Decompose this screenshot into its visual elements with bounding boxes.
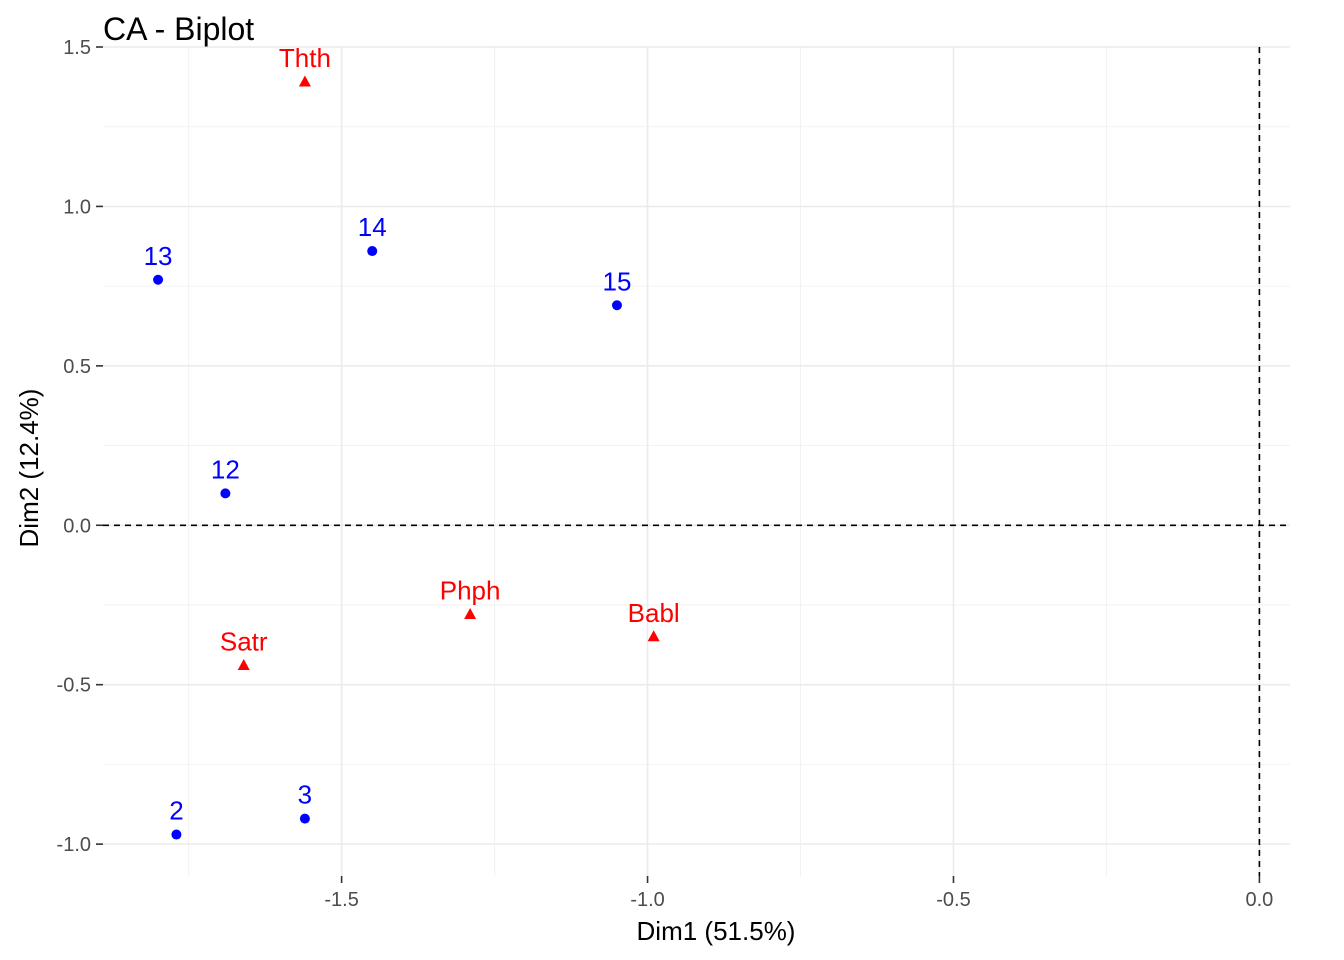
point-Satr [237, 658, 250, 670]
point-label-Satr: Satr [220, 627, 268, 657]
point-label-14: 14 [358, 212, 387, 242]
reference-lines [103, 47, 1290, 876]
axis-ticks: -1.5 -1.0 -0.5 0.0 -1.0 -0.5 0.0 0.5 1.0 1.5 [57, 37, 1274, 911]
y-tick-label: -1.0 [57, 834, 91, 856]
point-14 [367, 246, 378, 257]
y-axis-label: Dim2 (12.4%) [14, 389, 44, 548]
y-tick-label: 1.5 [63, 37, 91, 59]
x-tick-label: 0.0 [1246, 889, 1274, 911]
x-axis-label: Dim1 (51.5%) [637, 916, 796, 946]
point-label-12: 12 [211, 454, 240, 484]
point-12 [220, 488, 231, 499]
point-label-13: 13 [144, 241, 173, 271]
point-13 [153, 274, 164, 285]
point-2 [171, 829, 182, 840]
y-tick-label: 1.0 [63, 196, 91, 218]
point-Thth [298, 75, 311, 87]
grid [103, 46, 1290, 876]
point-label-Thth: Thth [279, 43, 331, 73]
chart-title: CA - Biplot [103, 11, 254, 47]
data-points: 13 14 15 12 2 3 Thth Phph Babl Satr [144, 43, 680, 840]
y-tick-label: -0.5 [57, 675, 91, 697]
point-label-Phph: Phph [440, 576, 501, 606]
point-label-Babl: Babl [628, 598, 680, 628]
x-tick-label: -1.0 [630, 889, 664, 911]
point-Phph [464, 607, 477, 619]
point-3 [299, 813, 310, 824]
point-15 [611, 300, 622, 311]
point-Babl [647, 630, 660, 642]
point-label-2: 2 [169, 796, 183, 826]
x-tick-label: -0.5 [936, 889, 970, 911]
y-tick-label: 0.0 [63, 515, 91, 537]
y-tick-label: 0.5 [63, 356, 91, 378]
point-label-15: 15 [602, 266, 631, 296]
x-tick-label: -1.5 [324, 889, 358, 911]
point-label-3: 3 [298, 780, 312, 810]
